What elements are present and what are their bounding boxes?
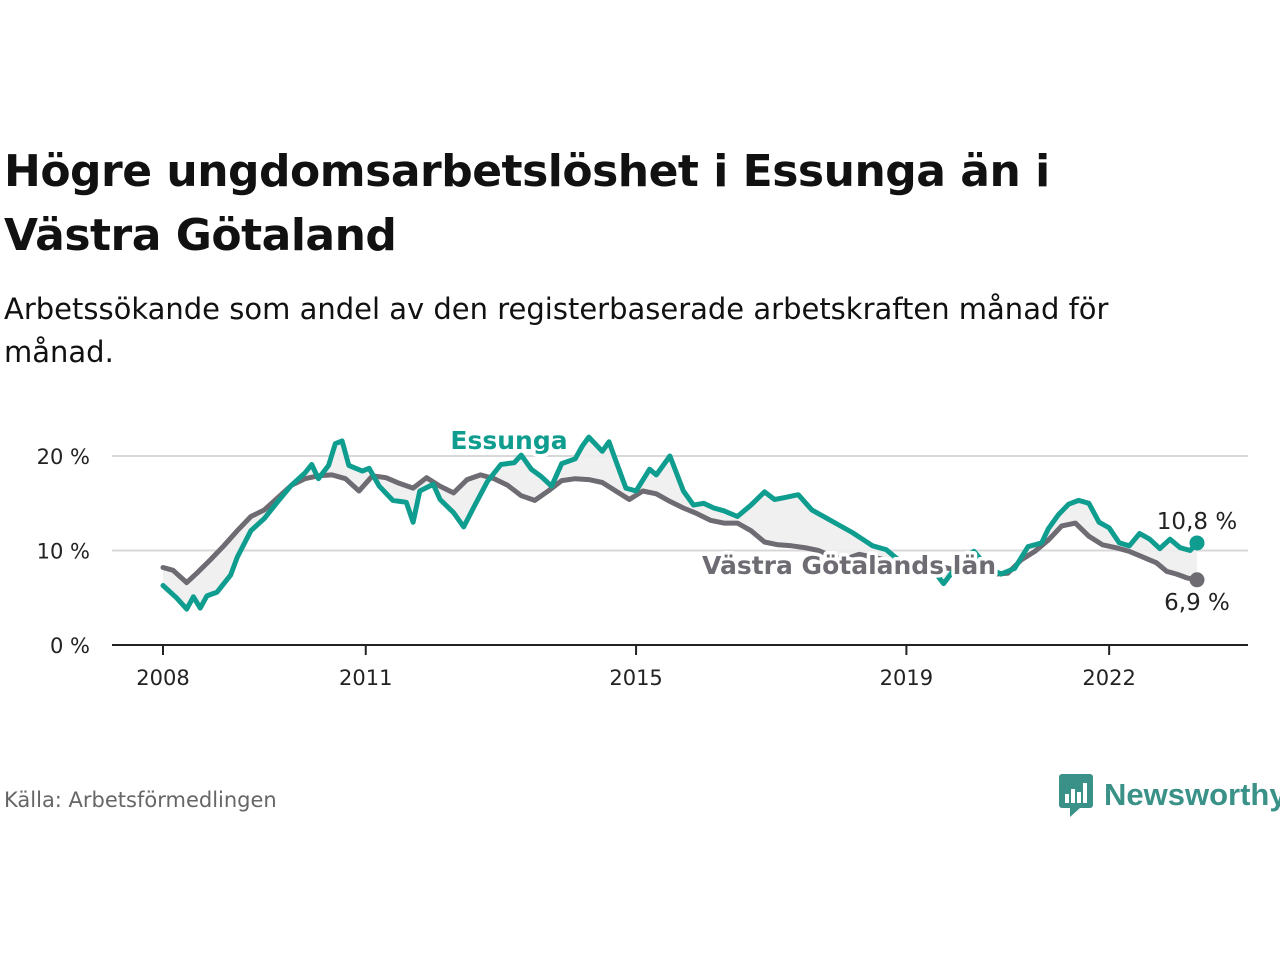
x-tick-label: 2015 — [609, 666, 662, 690]
y-tick-label: 10 % — [37, 540, 90, 564]
essunga-series-line-end-dot — [1189, 535, 1205, 551]
x-tick-label: 2011 — [339, 666, 392, 690]
brand-name: Newsworthy — [1104, 777, 1280, 812]
region-series-label-halo: Västra Götalands län — [702, 551, 996, 580]
grid-lines — [112, 455, 1248, 552]
essunga-series-line — [160, 434, 1200, 612]
difference-area — [163, 437, 1197, 610]
x-tick-label: 2019 — [880, 666, 933, 690]
region-series-line-end-dot — [1189, 572, 1205, 588]
line-chart: 0 % 10 % 20 % 2008 2011 2015 2019 2022 10,8 % 6,… — [37, 423, 1248, 690]
newsworthy-logo-icon — [1059, 774, 1093, 817]
newsworthy-logo[interactable]: Newsworthy — [1058, 772, 1280, 818]
source-note: Källa: Arbetsförmedlingen — [4, 788, 277, 812]
x-tick-label: 2008 — [136, 666, 189, 690]
region-series-label: Västra Götalands län — [702, 551, 996, 580]
y-tick-label: 0 % — [50, 634, 90, 658]
x-tick-label: 2022 — [1082, 666, 1135, 690]
axes: 0 % 10 % 20 % 2008 2011 2015 2019 2022 — [37, 445, 1248, 690]
region-series-line — [160, 472, 1200, 586]
chart-title: Högre ungdomsarbetslöshet i Essunga än i… — [4, 146, 1050, 261]
essunga-series-label: Essunga — [450, 426, 567, 455]
series-lines — [160, 434, 1205, 612]
y-tick-label: 20 % — [37, 445, 90, 469]
chart-subtitle: Arbetssökande som andel av den registerb… — [4, 292, 1109, 369]
region-end-value-label: 6,9 % — [1164, 590, 1230, 616]
essunga-end-value-label: 10,8 % — [1157, 509, 1237, 535]
essunga-series-label-halo: Essunga — [450, 426, 567, 455]
